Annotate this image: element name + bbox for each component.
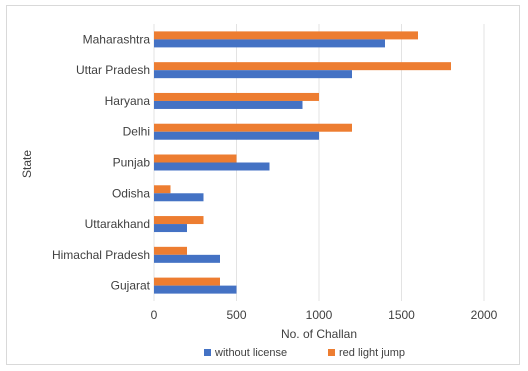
- bar-red-light-jump: [154, 154, 237, 163]
- category-label: Haryana: [105, 94, 151, 108]
- bar-without-license: [154, 39, 385, 48]
- category-label: Gujarat: [111, 279, 151, 293]
- bar-without-license: [154, 224, 187, 233]
- x-tick-label: 0: [151, 308, 158, 322]
- bar-red-light-jump: [154, 185, 171, 194]
- x-tick-labels: 0 500 1000 1500 2000: [151, 308, 498, 322]
- y-axis-title: State: [20, 150, 34, 178]
- bar-without-license: [154, 193, 204, 202]
- category-label: Punjab: [113, 156, 151, 170]
- bar-without-license: [154, 254, 220, 263]
- legend-swatch-without-license: [204, 349, 211, 356]
- bars: [154, 31, 451, 294]
- bar-red-light-jump: [154, 62, 451, 71]
- x-tick-label: 1000: [306, 308, 333, 322]
- category-label: Delhi: [123, 125, 150, 139]
- bar-red-light-jump: [154, 216, 204, 225]
- legend: without license red light jump: [204, 347, 405, 359]
- legend-swatch-red-light-jump: [328, 349, 335, 356]
- bar-without-license: [154, 162, 270, 171]
- bar-red-light-jump: [154, 246, 187, 255]
- x-tick-label: 1500: [388, 308, 415, 322]
- category-label: Odisha: [112, 186, 150, 200]
- category-label: Himachal Pradesh: [52, 248, 150, 262]
- chart-frame: Maharashtra Uttar Pradesh Haryana Delhi Punj…: [6, 5, 520, 365]
- category-label: Maharashtra: [83, 32, 151, 46]
- bar-without-license: [154, 131, 319, 140]
- legend-label-without-license: without license: [214, 347, 287, 359]
- bar-without-license: [154, 70, 352, 79]
- bar-chart: Maharashtra Uttar Pradesh Haryana Delhi Punj…: [20, 24, 498, 359]
- bar-without-license: [154, 100, 303, 109]
- bar-without-license: [154, 285, 237, 294]
- category-label: Uttarakhand: [85, 217, 150, 231]
- bar-red-light-jump: [154, 31, 418, 40]
- x-axis-title: No. of Challan: [281, 327, 357, 341]
- category-labels: Maharashtra Uttar Pradesh Haryana Delhi Punj…: [52, 32, 151, 292]
- x-tick-label: 500: [226, 308, 246, 322]
- bar-red-light-jump: [154, 277, 220, 286]
- bar-red-light-jump: [154, 92, 319, 101]
- legend-label-red-light-jump: red light jump: [339, 347, 405, 359]
- category-label: Uttar Pradesh: [76, 63, 150, 77]
- x-tick-label: 2000: [471, 308, 498, 322]
- bar-red-light-jump: [154, 123, 352, 132]
